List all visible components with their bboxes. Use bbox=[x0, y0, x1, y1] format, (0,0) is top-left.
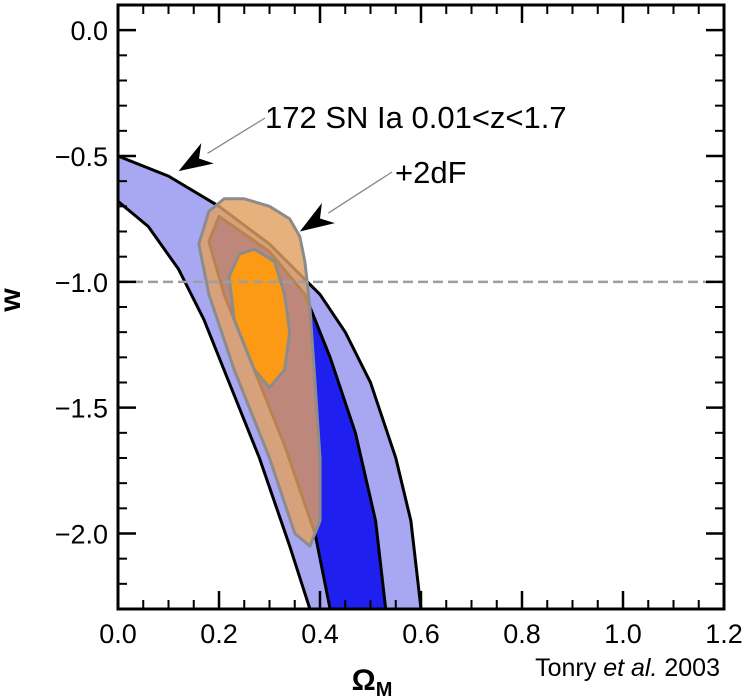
y-tick-label: −0.5 bbox=[55, 142, 108, 172]
annotation-leader-line bbox=[207, 117, 266, 154]
annotation-leader-line bbox=[328, 171, 393, 214]
annotation-arrowhead bbox=[178, 143, 214, 172]
credit-name: Tonry bbox=[535, 654, 597, 682]
y-axis-label: w bbox=[0, 288, 27, 313]
x-tick-label: 0.8 bbox=[503, 619, 541, 649]
x-axis-ticks: 0.0 0.2 0.4 0.6 0.8 1.0 1.2 bbox=[99, 5, 743, 649]
x-tick-label: 0.2 bbox=[200, 619, 238, 649]
citation-credit: Tonry et al. 2003 bbox=[535, 654, 720, 682]
x-tick-label: 0.4 bbox=[301, 619, 339, 649]
x-axis-label-subscript: M bbox=[376, 679, 393, 700]
y-axis-ticks: 0.0 −0.5 −1.0 −1.5 −2.0 bbox=[55, 16, 724, 585]
annotation-arrowhead bbox=[299, 203, 335, 232]
y-tick-label: −1.5 bbox=[55, 394, 108, 424]
x-axis-label: ΩM bbox=[352, 664, 393, 700]
y-tick-label: −1.0 bbox=[55, 268, 108, 298]
annotation-label: +2dF bbox=[395, 155, 467, 190]
contour-region bbox=[227, 247, 292, 389]
x-tick-label: 0.0 bbox=[99, 619, 137, 649]
credit-year: 2003 bbox=[664, 654, 720, 682]
x-tick-label: 0.6 bbox=[402, 619, 440, 649]
y-tick-label: 0.0 bbox=[70, 16, 108, 46]
x-axis-label-symbol: Ω bbox=[352, 664, 376, 697]
x-tick-label: 1.2 bbox=[705, 619, 743, 649]
annotation-layer: 172 SN Ia 0.01<z<1.7 +2dF bbox=[178, 100, 567, 232]
credit-etal: et al. bbox=[603, 654, 657, 682]
y-tick-label: −2.0 bbox=[55, 520, 108, 550]
annotation-label: 172 SN Ia 0.01<z<1.7 bbox=[265, 100, 567, 135]
contour-layer bbox=[118, 154, 423, 609]
x-tick-label: 1.0 bbox=[604, 619, 642, 649]
